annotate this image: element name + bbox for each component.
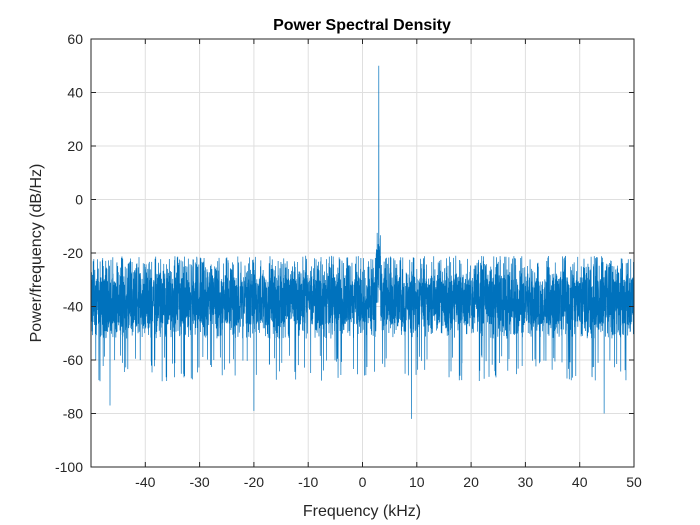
x-tick-label: 10 <box>409 474 425 490</box>
x-axis-title: Frequency (kHz) <box>303 503 421 520</box>
y-tick-label: -20 <box>63 245 83 261</box>
x-tick-label: 40 <box>572 474 588 490</box>
x-tick-label: 30 <box>518 474 534 490</box>
y-tick-label: 0 <box>75 192 83 208</box>
data-layer <box>90 65 635 419</box>
axis-layer: -40 -30 -20 -10 0 10 20 30 40 50-100-80-60-40-200… <box>55 31 642 490</box>
x-tick-label: -10 <box>298 474 318 490</box>
y-tick-label: 40 <box>67 85 83 101</box>
y-tick-label: -60 <box>63 352 83 368</box>
y-tick-label: -80 <box>63 406 83 422</box>
x-tick-label: 0 <box>359 474 367 490</box>
chart-title: Power Spectral Density <box>273 17 451 34</box>
x-tick-label: -20 <box>244 474 264 490</box>
x-tick-label: -40 <box>135 474 155 490</box>
y-axis-title: Power/frequency (dB/Hz) <box>28 164 45 343</box>
y-tick-label: 60 <box>67 31 83 47</box>
x-tick-label: 20 <box>463 474 479 490</box>
x-tick-label: -30 <box>189 474 209 490</box>
y-tick-label: 20 <box>67 138 83 154</box>
psd-series-line <box>90 65 635 419</box>
x-tick-label: 50 <box>626 474 642 490</box>
y-tick-label: -100 <box>55 459 83 475</box>
y-tick-label: -40 <box>63 299 83 315</box>
